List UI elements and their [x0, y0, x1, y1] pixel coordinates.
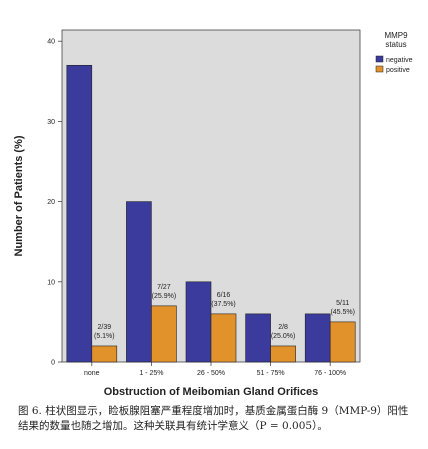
value-label: 5/11	[336, 300, 349, 307]
bar	[304, 313, 331, 363]
y-tick-label: 20	[47, 199, 55, 206]
value-label: 7/27	[157, 284, 171, 291]
x-tick-label: none	[84, 370, 100, 377]
legend-title: status	[385, 40, 406, 49]
y-axis-label: Number of Patients (%)	[13, 135, 25, 256]
value-label: 6/16	[217, 292, 231, 299]
legend-label: negative	[386, 57, 413, 64]
value-label: (25.9%)	[152, 293, 177, 300]
bar	[91, 345, 118, 363]
bar	[210, 313, 237, 363]
x-tick-label: 76 - 100%	[314, 370, 346, 377]
value-label: 2/8	[278, 324, 288, 331]
y-tick-label: 10	[47, 279, 55, 286]
chart: Number of Patients (%) Obstruction of Me…	[13, 29, 413, 398]
y-tick-label: 0	[51, 360, 55, 367]
y-tick-label: 40	[47, 39, 55, 46]
x-tick-label: 1 - 25%	[139, 370, 163, 377]
bar	[329, 321, 356, 363]
value-label: 2/39	[97, 324, 111, 331]
value-label: (5.1%)	[94, 333, 115, 340]
value-label: (45.5%)	[330, 309, 355, 316]
bar	[245, 313, 271, 363]
value-label: (25.0%)	[271, 333, 296, 340]
value-label: (37.5%)	[211, 301, 236, 308]
legend-title: MMP9	[384, 31, 408, 40]
bar	[151, 305, 177, 363]
legend-swatch	[375, 65, 384, 73]
y-tick-label: 30	[47, 119, 55, 126]
x-axis-label: Obstruction of Meibomian Gland Orifices	[104, 386, 319, 398]
caption: 图 6. 柱状图显示，睑板腺阻塞严重程度增加时，基质金属蛋白酶 9（MMP-9）…	[18, 405, 409, 432]
bar	[126, 201, 152, 363]
legend-swatch	[375, 55, 384, 63]
bar	[270, 345, 296, 363]
bar	[66, 64, 93, 363]
x-tick-label: 51 - 75%	[257, 370, 285, 377]
legend-label: positive	[386, 67, 410, 74]
x-tick-label: 26 - 50%	[197, 370, 225, 377]
bar	[185, 281, 212, 363]
